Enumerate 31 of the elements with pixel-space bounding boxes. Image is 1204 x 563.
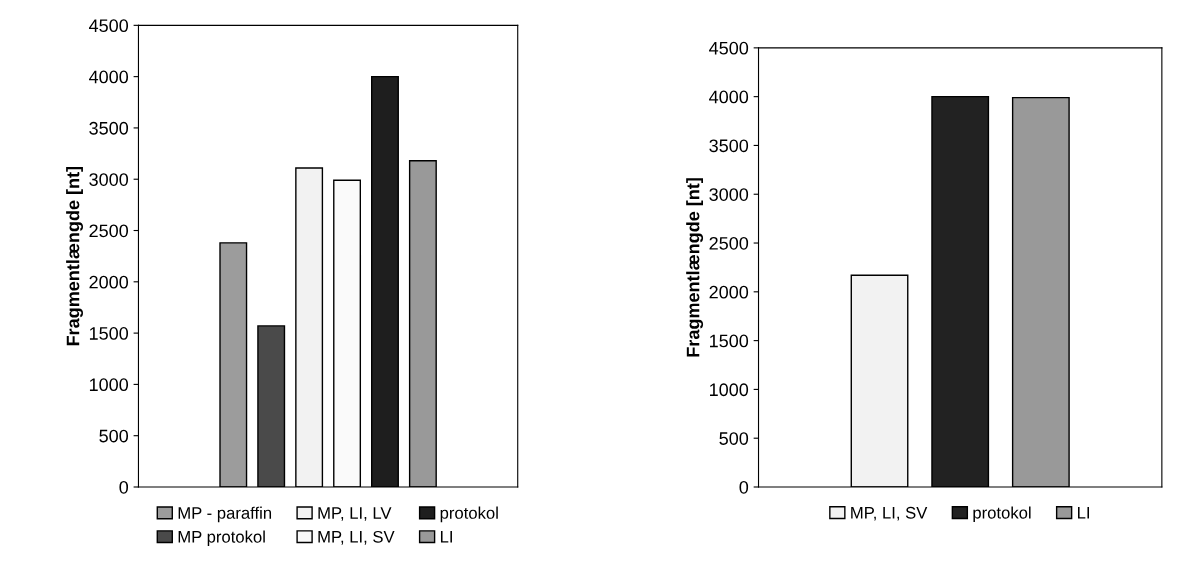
legend-label: MP, LI, LV [318, 507, 392, 521]
y-tick-label: 4000 [88, 70, 129, 84]
y-tick-label: 1500 [710, 334, 749, 348]
y-tick-label: 500 [99, 429, 129, 443]
legend-label: LI [440, 531, 452, 543]
y-tick-label: 4000 [709, 90, 749, 104]
y-axis-title: Fragmentlængde [nt] [686, 178, 704, 357]
legend-label: protokol [440, 506, 498, 523]
legend-label: MP, LI, SV [851, 506, 928, 521]
y-tick-label: 2000 [89, 275, 129, 289]
legend-label: LI [1078, 507, 1089, 519]
y-tick-label: 4500 [88, 19, 129, 33]
legend-label: MP protokol [178, 530, 265, 547]
y-tick-label: 1500 [89, 327, 129, 340]
y-tick-label: 2500 [709, 236, 749, 250]
y-tick-label: 2000 [709, 285, 749, 299]
y-tick-label: 3500 [709, 139, 749, 153]
legend-label: MP, LI, SV [318, 530, 395, 545]
y-tick-label: 1000 [89, 378, 129, 392]
y-tick-label: 3000 [709, 188, 749, 201]
legend-label: protokol [973, 506, 1031, 522]
y-tick-label: 500 [719, 432, 749, 445]
y-axis-title: Fragmentlængde [nt] [66, 166, 84, 346]
y-tick-label: 0 [739, 480, 749, 494]
legend-label: MP - paraffin [178, 506, 272, 523]
y-tick-label: 4500 [709, 41, 749, 55]
y-tick-label: 3500 [89, 121, 129, 135]
y-tick-label: 0 [119, 480, 129, 494]
y-tick-label: 3000 [89, 173, 129, 186]
y-tick-label: 2500 [89, 224, 129, 238]
y-tick-label: 1000 [710, 383, 749, 397]
